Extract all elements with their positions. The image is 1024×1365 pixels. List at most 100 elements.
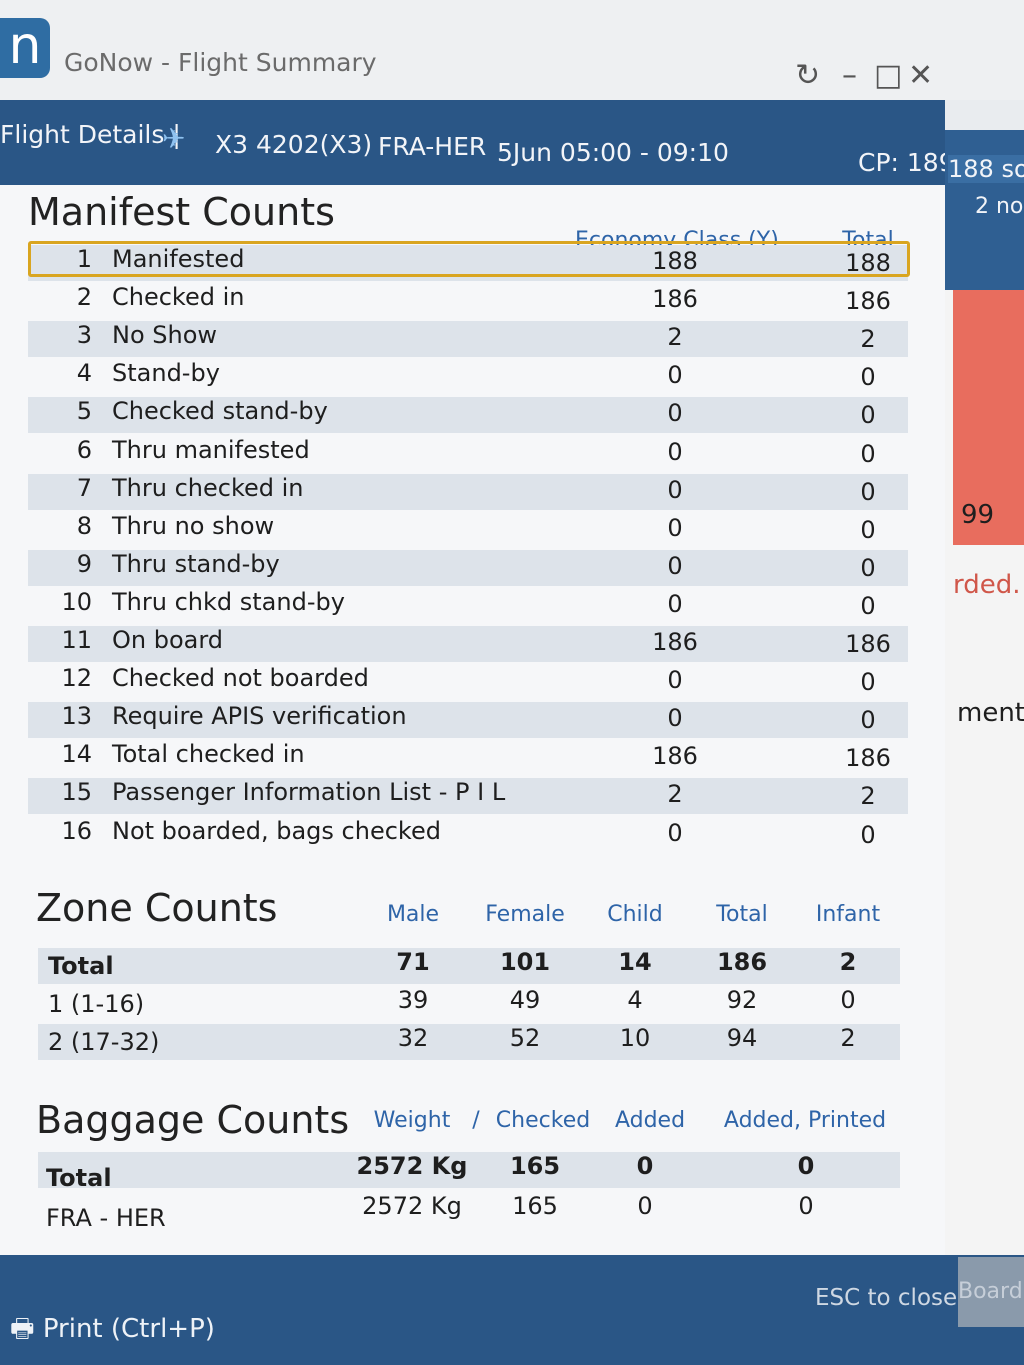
baggage-label: FRA - HER [46, 1204, 166, 1232]
column-header: Male [386, 902, 440, 927]
row-number: 11 [61, 626, 92, 654]
print-label: Print (Ctrl+P) [42, 1314, 215, 1344]
baggage-value: 2572 Kg [356, 1152, 468, 1180]
row-label: Thru no show [112, 511, 275, 540]
esc-close[interactable]: ESC to close [815, 1285, 958, 1311]
row-number: 8 [76, 511, 92, 540]
zone-count: 94 [726, 1024, 758, 1052]
row-number: 2 [76, 283, 92, 312]
row-number: 9 [76, 549, 92, 578]
total-count: 186 [845, 630, 891, 658]
row-stripe [38, 1024, 900, 1060]
zone-count: 2 [839, 948, 857, 976]
total-count: 0 [860, 668, 876, 697]
side-sold: 188 sol [948, 155, 1024, 183]
board-button[interactable]: Board [958, 1257, 1024, 1327]
baggage-value: 165 [512, 1192, 558, 1220]
economy-count: 188 [652, 247, 698, 275]
print-button[interactable]: 🖶 Print (Ctrl+P) [10, 1314, 215, 1344]
side-panel-red [953, 290, 1024, 545]
economy-count: 0 [667, 437, 683, 466]
row-label: Thru chkd stand-by [112, 587, 345, 616]
total-count: 0 [860, 706, 876, 735]
row-label: Thru checked in [112, 473, 304, 502]
economy-count: 0 [667, 361, 683, 390]
row-label: Passenger Information List - P I L [112, 778, 506, 807]
column-header: Total [716, 902, 768, 927]
zone-count: 52 [509, 1024, 541, 1052]
window-title: GoNow - Flight Summary [64, 48, 377, 77]
zone-count: 92 [726, 986, 758, 1014]
row-number: 10 [61, 587, 92, 616]
row-label: No Show [112, 321, 218, 350]
zone-label: 2 (17-32) [48, 1028, 160, 1056]
side-panel: 188 sol 2 no 99 rded. ment [945, 130, 1024, 1255]
row-stripe [38, 1152, 900, 1188]
zone-count: 2 [840, 1024, 856, 1052]
selected-row [28, 241, 910, 277]
economy-count: 0 [667, 666, 683, 695]
total-count: 0 [860, 820, 876, 849]
airline-icon: ✈ [162, 122, 186, 155]
zone-label: 1 (1-16) [48, 990, 145, 1018]
row-number: 1 [76, 245, 92, 273]
row-stripe [28, 626, 908, 662]
row-label: Thru stand-by [112, 549, 280, 578]
row-stripe [28, 549, 908, 586]
column-header: Weight [373, 1108, 451, 1133]
column-header: Added, Printed [723, 1108, 887, 1133]
total-count: 2 [860, 325, 876, 354]
close-button[interactable]: ✕ [908, 58, 934, 93]
zone-count: 71 [396, 948, 430, 976]
total-count: 0 [860, 363, 876, 392]
row-label: Checked stand-by [112, 397, 328, 426]
economy-count: 0 [667, 818, 683, 847]
baggage-value: 0 [798, 1192, 814, 1220]
flight-time: 5Jun 05:00 - 09:10 [497, 138, 729, 167]
side-boarded: rded. [953, 570, 1021, 600]
zone-count: 32 [397, 1024, 429, 1052]
minimize-button[interactable]: – [842, 58, 857, 93]
row-label: Stand-by [112, 359, 220, 388]
row-stripe [28, 702, 908, 739]
row-label: Manifested [112, 245, 245, 273]
baggage-value: 0 [637, 1192, 653, 1220]
row-stripe [28, 778, 908, 815]
row-number: 12 [61, 664, 92, 693]
side-noshow: 2 no [975, 194, 1024, 219]
zone-count: 4 [627, 986, 643, 1014]
row-label: Checked in [112, 283, 245, 312]
row-number: 14 [61, 740, 92, 769]
economy-count: 186 [652, 742, 698, 771]
column-header: Female [485, 902, 565, 927]
section-title: Manifest Counts [28, 190, 335, 234]
baggage-label: Total [46, 1164, 112, 1192]
row-number: 15 [61, 778, 92, 807]
column-header: / [472, 1108, 480, 1133]
row-stripe [28, 397, 908, 434]
total-count: 0 [860, 477, 876, 506]
baggage-value: 0 [797, 1152, 815, 1180]
row-label: Total checked in [112, 740, 305, 769]
economy-count: 0 [667, 551, 683, 580]
row-number: 3 [76, 321, 92, 350]
row-number: 6 [76, 435, 92, 464]
economy-count: 2 [667, 780, 683, 809]
flight-number: X3 4202(X3) [215, 130, 373, 159]
baggage-value: 2572 Kg [362, 1192, 462, 1220]
total-count: 186 [845, 287, 891, 316]
row-label: On board [112, 626, 224, 654]
row-stripe [38, 948, 900, 984]
economy-count: 186 [652, 628, 698, 656]
maximize-button[interactable]: □ [874, 58, 903, 93]
section-title: Baggage Counts [36, 1098, 350, 1142]
economy-count: 0 [667, 589, 683, 618]
refresh-button[interactable]: ↻ [795, 58, 821, 93]
row-label: Thru manifested [112, 435, 310, 464]
zone-count: 49 [509, 986, 541, 1014]
app-logo: n [0, 18, 50, 78]
economy-count: 0 [667, 399, 683, 428]
economy-count: 186 [652, 285, 698, 314]
row-number: 7 [76, 473, 92, 502]
